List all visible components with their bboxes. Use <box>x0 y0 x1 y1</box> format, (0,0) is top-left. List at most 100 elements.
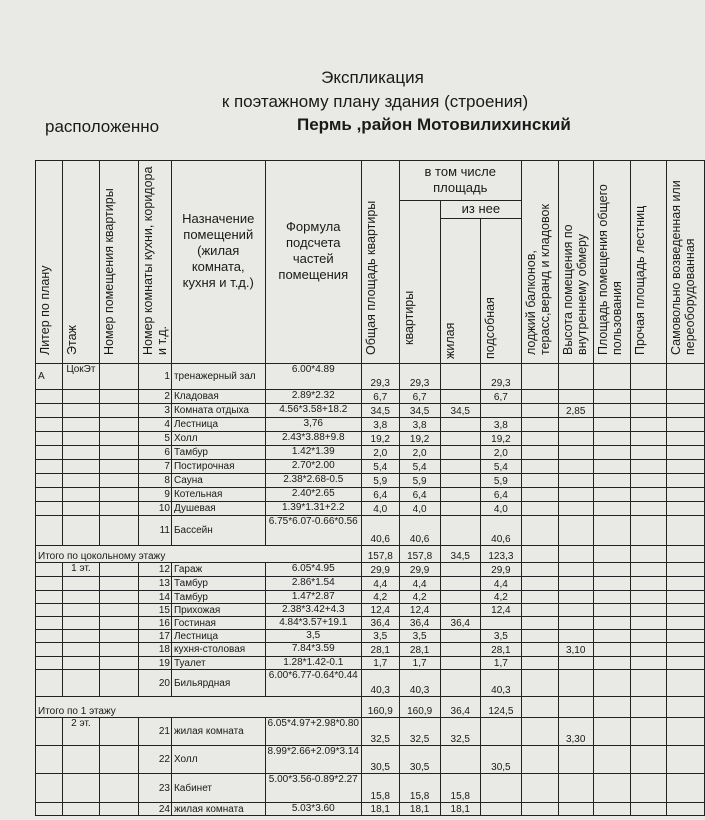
cell-apt: 30,5 <box>398 745 441 774</box>
cell-litera <box>35 802 63 816</box>
cell-loggia <box>521 389 559 404</box>
cell-common <box>592 603 632 617</box>
cell-self-built <box>666 773 705 803</box>
cell-other <box>630 603 668 617</box>
cell-self-built <box>666 545 705 563</box>
cell-aux: 19,2 <box>479 431 523 446</box>
cell-height <box>557 545 594 563</box>
cell-other <box>630 576 668 591</box>
cell-self-built <box>666 717 705 746</box>
cell-self-built <box>666 403 705 418</box>
cell-other <box>630 717 668 746</box>
cell-aux: 4,4 <box>479 576 523 591</box>
cell-living <box>439 669 481 697</box>
cell-apt: 40,3 <box>398 669 441 697</box>
cell-other <box>630 616 668 630</box>
cell-height <box>557 745 594 774</box>
cell-room-no: 6 <box>137 445 172 460</box>
table-row: 2 Кладовая 2.89*2.32 6,7 6,7 6,7 <box>35 389 705 404</box>
cell-other <box>630 773 668 803</box>
cell-name: тренажерный зал <box>170 363 266 390</box>
cell-self-built <box>666 562 705 577</box>
cell-total: 40,6 <box>361 515 400 546</box>
cell-living <box>439 576 481 591</box>
cell-self-built <box>666 417 705 432</box>
cell-self-built <box>666 696 705 718</box>
cell-aux: 5,4 <box>479 459 523 474</box>
cell-common <box>592 773 632 803</box>
cell-apt-no <box>99 590 139 604</box>
col-incl: в том числе площадь <box>398 160 523 201</box>
cell-height <box>557 417 594 432</box>
cell-aux: 5,9 <box>479 473 523 488</box>
table-row: 24 жилая комната 5.03*3.60 18,1 18,1 18,1 <box>35 802 705 816</box>
cell-other <box>630 403 668 418</box>
cell-floor <box>61 459 101 474</box>
table-row: 13 Тамбур 2.86*1.54 4,4 4,4 4,4 <box>35 576 705 591</box>
cell-floor <box>61 487 101 502</box>
cell-formula: 2.86*1.54 <box>264 576 363 591</box>
col-total: Общая площадь квартиры <box>361 160 400 364</box>
cell-height <box>557 696 594 718</box>
cell-common <box>592 403 632 418</box>
col-aux: подсобная <box>479 218 523 364</box>
cell-apt: 6,7 <box>398 389 441 404</box>
cell-apt-no <box>99 773 139 803</box>
cell-total: 4,2 <box>361 590 400 604</box>
cell-apt: 40,6 <box>398 515 441 546</box>
cell-other <box>630 515 668 546</box>
col-apt: квартиры <box>398 200 441 364</box>
cell-litera <box>35 403 63 418</box>
cell-room-no: 5 <box>137 431 172 446</box>
cell-floor <box>61 417 101 432</box>
cell-total: 32,5 <box>361 717 400 746</box>
cell-other <box>630 445 668 460</box>
cell-apt: 18,1 <box>398 802 441 816</box>
cell-apt: 3,5 <box>398 629 441 643</box>
cell-height <box>557 487 594 502</box>
cell-room-no: 8 <box>137 473 172 488</box>
cell-self-built <box>666 656 705 670</box>
cell-apt: 2,0 <box>398 445 441 460</box>
table-row: 23 Кабинет 5.00*3.56-0.89*2.27 15,8 15,8 15,8 <box>35 773 705 803</box>
cell-formula: 6.05*4.95 <box>264 562 363 577</box>
cell-apt-no <box>99 389 139 404</box>
cell-room-no: 14 <box>137 590 172 604</box>
document-subtitle: к поэтажному плану здания (строения) <box>221 92 529 111</box>
cell-name: Бильярдная <box>170 669 266 697</box>
cell-room-no: 13 <box>137 576 172 591</box>
cell-litera <box>35 745 63 774</box>
cell-height <box>557 629 594 643</box>
cell-name: Кабинет <box>170 773 266 803</box>
cell-apt-no <box>99 487 139 502</box>
cell-apt-no <box>99 656 139 670</box>
cell-other <box>630 389 668 404</box>
cell-total: 19,2 <box>361 431 400 446</box>
cell-name: Гараж <box>170 562 266 577</box>
cell-formula: 6.00*6.77-0.64*0.44 <box>264 669 363 697</box>
cell-floor <box>61 515 101 546</box>
cell-name: Тамбур <box>170 445 266 460</box>
cell-self-built <box>666 616 705 630</box>
cell-height <box>557 501 594 516</box>
table-row: А ЦокЭт 1 тренажерный зал 6.00*4.89 29,3 29,3 2… <box>35 363 705 390</box>
cell-total: 4,4 <box>361 576 400 591</box>
cell-self-built <box>666 431 705 446</box>
cell-total: 15,8 <box>361 773 400 803</box>
cell-apt-no <box>99 363 139 390</box>
cell-aux: 3,8 <box>479 417 523 432</box>
cell-aux: 3,5 <box>479 629 523 643</box>
cell-room-no: 1 <box>137 363 172 390</box>
cell-formula: 1.39*1.31+2.2 <box>264 501 363 516</box>
cell-apt-no <box>99 445 139 460</box>
cell-living <box>439 515 481 546</box>
cell-room-no: 19 <box>137 656 172 670</box>
cell-loggia <box>521 403 559 418</box>
cell-aux: 40,6 <box>479 515 523 546</box>
cell-room-no: 12 <box>137 562 172 577</box>
cell-common <box>592 417 632 432</box>
cell-litera <box>35 501 63 516</box>
cell-self-built <box>666 487 705 502</box>
explication-table: Литер по плану Этаж Номер помещения квар… <box>35 160 705 816</box>
cell-living <box>439 501 481 516</box>
